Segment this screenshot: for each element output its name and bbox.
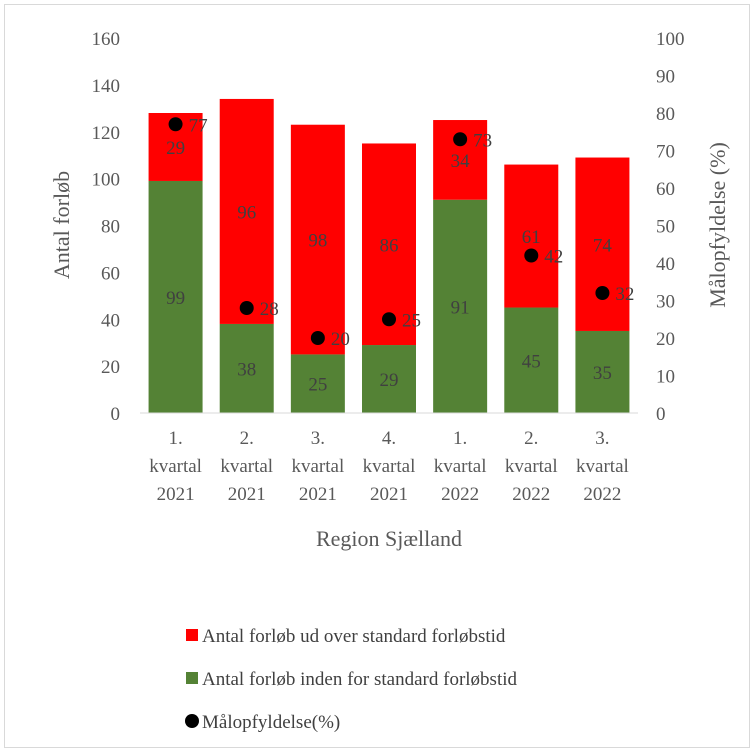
y-tick-label: 0 [111, 404, 121, 425]
bar-segment-within [219, 323, 274, 413]
x-axis-title: Region Sjælland [316, 526, 462, 551]
x-tick-label: kvartal [505, 456, 558, 477]
x-tick-label: 2021 [299, 484, 337, 505]
bar-segment-within [290, 354, 345, 413]
bar-segment-over [219, 98, 274, 324]
y2-tick-label: 50 [656, 217, 675, 238]
y2-tick-label: 0 [656, 404, 666, 425]
y2-tick-label: 30 [656, 292, 675, 313]
bar-segment-within [504, 307, 559, 413]
bar-segment-within [362, 345, 416, 413]
bars-layer: 99 29 38 96 25 98 29 86 91 34 45 61 35 74 [148, 98, 630, 413]
y-tick-label: 140 [92, 76, 121, 97]
x-axis-categories: 1. kvartal 2021 2. kvartal 2021 3. kvartal 2021 4… [149, 428, 629, 505]
x-tick-label: 2022 [441, 484, 479, 505]
x-tick-label: 2021 [228, 484, 266, 505]
bar-data-label: 98 [308, 231, 327, 252]
y-tick-label: 120 [92, 123, 121, 144]
x-tick-label: 2022 [512, 484, 550, 505]
target-point [453, 132, 468, 147]
bar-data-label: 25 [308, 375, 327, 396]
bar-segment-within [433, 199, 488, 413]
bar-segment-over [504, 164, 559, 308]
target-point [168, 117, 183, 132]
point-data-label: 73 [473, 130, 492, 151]
point-data-label: 42 [544, 247, 563, 268]
bar-segment-within [148, 180, 203, 413]
x-tick-label: 1. [453, 428, 467, 449]
y2-tick-label: 20 [656, 329, 675, 350]
bar-segment-over [575, 157, 630, 331]
target-point [524, 248, 539, 263]
bar-data-label: 29 [380, 370, 399, 391]
x-tick-label: 3. [595, 428, 609, 449]
legend-label: Målopfyldelse(%) [202, 712, 340, 733]
y-tick-label: 60 [101, 263, 120, 284]
x-tick-label: 2. [240, 428, 254, 449]
bar-data-label: 45 [522, 351, 541, 372]
point-data-label: 77 [189, 115, 208, 136]
y-axis-title: Antal forløb [49, 171, 74, 279]
bar-segment-over [290, 124, 345, 355]
legend: Antal forløb ud over standard forløbstid… [185, 626, 518, 733]
y-tick-label: 100 [92, 170, 121, 191]
legend-marker [186, 672, 198, 684]
point-data-label: 32 [615, 284, 634, 305]
points-layer: 77 28 20 25 73 42 32 [168, 115, 634, 350]
bar-data-label: 99 [166, 288, 185, 309]
bar-data-label: 61 [522, 227, 541, 248]
bar-data-label: 38 [237, 359, 256, 380]
y2-tick-label: 60 [656, 179, 675, 200]
x-tick-label: kvartal [363, 456, 416, 477]
y-tick-label: 80 [101, 217, 120, 238]
x-tick-label: 1. [168, 428, 182, 449]
x-tick-label: kvartal [434, 456, 487, 477]
target-point [595, 286, 610, 300]
bar-segment-within [575, 330, 630, 413]
x-tick-label: 2022 [583, 484, 621, 505]
target-point [382, 312, 396, 327]
legend-label: Antal forløb ud over standard forløbstid [202, 626, 506, 647]
bar-data-label: 86 [380, 235, 399, 256]
y2-tick-label: 90 [656, 67, 675, 88]
y2-axis-title: Målopfyldelse (%) [705, 142, 730, 308]
point-data-label: 28 [260, 299, 279, 320]
y2-tick-label: 10 [656, 367, 675, 388]
y2-tick-label: 40 [656, 254, 675, 275]
point-data-label: 25 [402, 310, 421, 331]
x-tick-label: kvartal [220, 456, 273, 477]
bar-segment-over [362, 143, 416, 346]
x-tick-label: kvartal [291, 456, 344, 477]
point-data-label: 20 [331, 329, 350, 350]
y-tick-label: 20 [101, 357, 120, 378]
y2-tick-label: 100 [656, 29, 685, 50]
x-tick-label: 3. [311, 428, 325, 449]
y-tick-label: 40 [101, 310, 120, 331]
y-axis-left: 0 20 40 60 80 100 120 140 160 [92, 29, 121, 425]
legend-label: Antal forløb inden for standard forløbst… [202, 669, 518, 690]
bar-data-label: 96 [237, 202, 256, 223]
bar-data-label: 74 [593, 235, 613, 256]
x-tick-label: 2. [524, 428, 538, 449]
x-tick-label: 2021 [370, 484, 408, 505]
bar-data-label: 35 [593, 363, 612, 384]
y-axis-right: 0 10 20 30 40 50 60 70 80 90 100 [656, 29, 685, 425]
target-point [239, 301, 254, 315]
bar-data-label: 34 [451, 151, 471, 172]
legend-marker [186, 629, 198, 641]
y2-tick-label: 70 [656, 142, 675, 163]
x-tick-label: kvartal [576, 456, 629, 477]
y-tick-label: 160 [92, 29, 121, 50]
x-tick-label: kvartal [149, 456, 202, 477]
bar-data-label: 29 [166, 138, 185, 159]
bar-data-label: 91 [451, 297, 470, 318]
y2-tick-label: 80 [656, 104, 675, 125]
target-point [310, 331, 325, 345]
legend-marker [185, 714, 199, 728]
x-tick-label: 2021 [157, 484, 195, 505]
x-tick-label: 4. [382, 428, 396, 449]
